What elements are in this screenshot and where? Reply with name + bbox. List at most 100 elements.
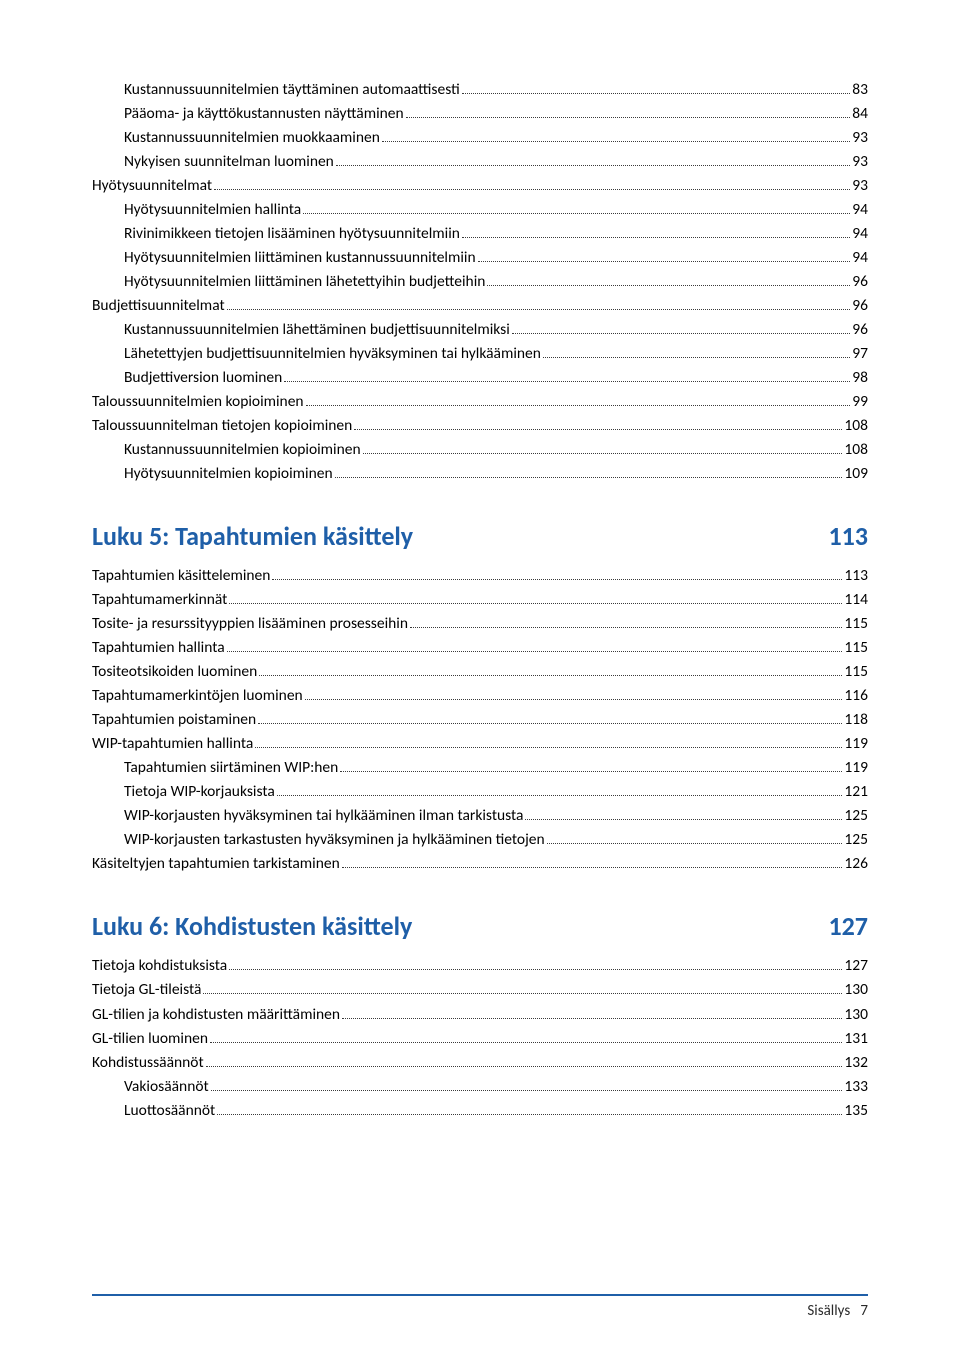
toc-entry[interactable]: Kustannussuunnitelmien täyttäminen autom… [92,78,868,102]
toc-entry[interactable]: Vakiosäännöt133 [92,1075,868,1099]
toc-entry-label: Taloussuunnitelman tietojen kopioiminen [92,414,352,438]
toc-entry-label: Hyötysuunnitelmat [92,174,212,198]
toc-entry[interactable]: WIP-korjausten hyväksyminen tai hylkäämi… [92,804,868,828]
toc-entry[interactable]: Kohdistussäännöt132 [92,1051,868,1075]
toc-entry-label: Hyötysuunnitelmien hallinta [124,198,301,222]
toc-entry-page: 93 [852,150,868,174]
toc-leader-dots [410,627,842,628]
toc-leader-dots [272,579,842,580]
toc-leader-dots [512,333,850,334]
toc-entry[interactable]: Nykyisen suunnitelman luominen93 [92,150,868,174]
toc-leader-dots [382,141,850,142]
toc-entry-page: 135 [844,1099,868,1123]
toc-entry[interactable]: Hyötysuunnitelmien liittäminen lähetetty… [92,270,868,294]
chapter-heading: Luku 6: Kohdistusten käsittely127 [92,910,868,942]
toc-entry[interactable]: Tietoja WIP-korjauksista 121 [92,780,868,804]
toc-entry[interactable]: Pääoma- ja käyttökustannusten näyttämine… [92,102,868,126]
toc-entry-page: 127 [844,954,868,978]
toc-entry[interactable]: Käsiteltyjen tapahtumien tarkistaminen12… [92,852,868,876]
toc-entry[interactable]: Tapahtumien käsitteleminen113 [92,564,868,588]
toc-leader-dots [214,189,850,190]
toc-leader-dots [255,747,842,748]
toc-entry-label: Tapahtumien siirtäminen WIP:hen [124,756,338,780]
toc-entry[interactable]: Budjettisuunnitelmat 96 [92,294,868,318]
toc-entry-label: Budjettisuunnitelmat [92,294,225,318]
toc-entry-page: 94 [852,222,868,246]
toc-entry-label: Luottosäännöt [124,1099,215,1123]
toc-entry[interactable]: Lähetettyjen budjettisuunnitelmien hyväk… [92,342,868,366]
toc-leader-dots [336,165,850,166]
toc-entry[interactable]: Hyötysuunnitelmien hallinta94 [92,198,868,222]
toc-entry-page: 130 [844,978,868,1002]
toc-entry[interactable]: Tapahtumamerkintöjen luominen116 [92,684,868,708]
toc-entry-page: 119 [844,732,868,756]
toc-entry-page: 108 [844,414,868,438]
toc-leader-dots [277,795,843,796]
toc-leader-dots [342,1018,842,1019]
toc-entry[interactable]: Hyötysuunnitelmien liittäminen kustannus… [92,246,868,270]
toc-entry[interactable]: GL-tilien ja kohdistusten määrittäminen 1… [92,1003,868,1027]
toc-entry-label: Tapahtumien poistaminen [92,708,256,732]
toc-entry[interactable]: Tietoja kohdistuksista 127 [92,954,868,978]
toc-leader-dots [462,93,851,94]
toc-entry[interactable]: Luottosäännöt 135 [92,1099,868,1123]
toc-entry-page: 116 [844,684,868,708]
toc-entry[interactable]: GL-tilien luominen131 [92,1027,868,1051]
chapter-heading: Luku 5: Tapahtumien käsittely113 [92,520,868,552]
toc-entry-label: GL-tilien ja kohdistusten määrittäminen [92,1003,340,1027]
toc-entry[interactable]: Tapahtumamerkinnät114 [92,588,868,612]
toc-entry-label: Pääoma- ja käyttökustannusten näyttämine… [124,102,404,126]
chapter-page: 113 [828,520,868,552]
toc-entry[interactable]: Taloussuunnitelmien kopioiminen99 [92,390,868,414]
toc-entry-label: Tositeotsikoiden luominen [92,660,257,684]
toc-leader-dots [217,1114,842,1115]
footer-page-number: 7 [860,1302,868,1320]
footer-text: Sisällys 7 [92,1302,868,1320]
toc-leader-dots [259,675,842,676]
toc-entry[interactable]: WIP-korjausten tarkastusten hyväksyminen… [92,828,868,852]
toc-leader-dots [284,381,850,382]
toc-entry-label: Tapahtumamerkinnät [92,588,227,612]
toc-entry-label: Hyötysuunnitelmien kopioiminen [124,462,333,486]
toc-entry[interactable]: Tositeotsikoiden luominen115 [92,660,868,684]
toc-entry-page: 94 [852,246,868,270]
toc-leader-dots [335,477,843,478]
toc-entry[interactable]: Kustannussuunnitelmien muokkaaminen93 [92,126,868,150]
toc-entry-label: Kustannussuunnitelmien täyttäminen autom… [124,78,460,102]
toc-entry[interactable]: Kustannussuunnitelmien kopioiminen108 [92,438,868,462]
toc-entry[interactable]: Tapahtumien hallinta115 [92,636,868,660]
toc-entry-label: Tietoja WIP-korjauksista [124,780,275,804]
toc-entry-label: Tietoja GL-tileistä [92,978,201,1002]
footer-rule [92,1294,868,1296]
toc-leader-dots [229,969,842,970]
toc-entry-page: 99 [852,390,868,414]
toc-entry[interactable]: Hyötysuunnitelmien kopioiminen109 [92,462,868,486]
toc-entry[interactable]: WIP-tapahtumien hallinta 119 [92,732,868,756]
toc-entry[interactable]: Tapahtumien siirtäminen WIP:hen119 [92,756,868,780]
toc-leader-dots [229,603,842,604]
toc-entry-label: Rivinimikkeen tietojen lisääminen hyötys… [124,222,460,246]
toc-entry-page: 130 [844,1003,868,1027]
toc-entry-label: Tietoja kohdistuksista [92,954,227,978]
toc-entry-label: Budjettiversion luominen [124,366,282,390]
toc-entry-page: 121 [844,780,868,804]
toc-entry-page: 96 [852,294,868,318]
toc-entry-page: 96 [852,270,868,294]
toc-entry[interactable]: Budjettiversion luominen98 [92,366,868,390]
toc-entry-page: 125 [844,828,868,852]
toc-leader-dots [306,405,851,406]
toc-entry[interactable]: Taloussuunnitelman tietojen kopioiminen 1… [92,414,868,438]
toc-entry[interactable]: Tapahtumien poistaminen118 [92,708,868,732]
toc-entry-label: Käsiteltyjen tapahtumien tarkistaminen [92,852,340,876]
toc-entry-label: Hyötysuunnitelmien liittäminen lähetetty… [124,270,485,294]
chapter-page: 127 [828,910,868,942]
toc-entry[interactable]: Rivinimikkeen tietojen lisääminen hyötys… [92,222,868,246]
toc-entry[interactable]: Tietoja GL-tileistä 130 [92,978,868,1002]
toc-leader-dots [547,843,843,844]
toc-entry[interactable]: Tosite- ja resurssityyppien lisääminen p… [92,612,868,636]
toc-entry-page: 84 [852,102,868,126]
toc-entry-label: Kustannussuunnitelmien lähettäminen budj… [124,318,510,342]
toc-entry[interactable]: Kustannussuunnitelmien lähettäminen budj… [92,318,868,342]
toc-entry-label: WIP-tapahtumien hallinta [92,732,253,756]
toc-entry[interactable]: Hyötysuunnitelmat93 [92,174,868,198]
